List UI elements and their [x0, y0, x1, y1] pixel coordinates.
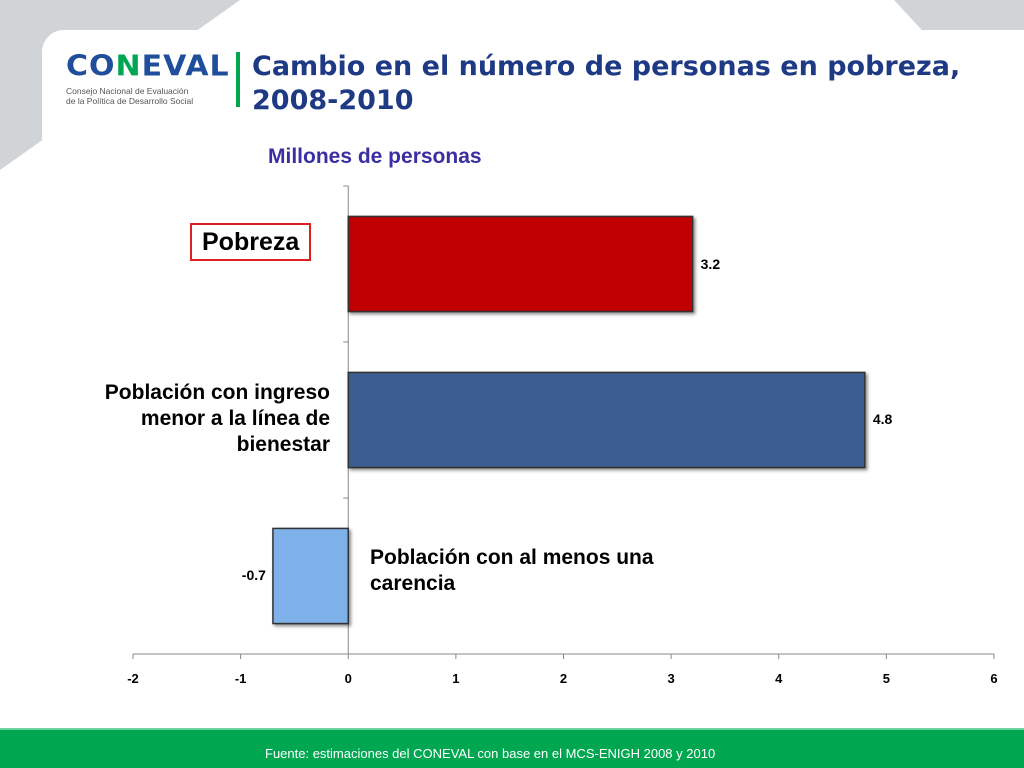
- chart-title: Millones de personas: [268, 145, 482, 168]
- logo-wordmark: CONEVAL: [66, 49, 230, 84]
- logo-subtitle: Consejo Nacional de Evaluación de la Polí…: [66, 86, 194, 106]
- x-tick-label: 5: [883, 671, 890, 686]
- category-label-pobreza: Pobreza: [190, 223, 312, 261]
- category-label-carencia: Población con al menos una carencia: [370, 546, 654, 595]
- x-tick-label: 0: [345, 671, 352, 686]
- footer-bar: Fuente: estimaciones del CONEVAL con bas…: [0, 728, 1024, 768]
- slide-title: Cambio en el número de personas en pobre…: [252, 51, 961, 116]
- x-tick-label: 1: [452, 671, 459, 686]
- bar: [347, 215, 694, 313]
- x-tick-label: 4: [775, 671, 783, 686]
- bar-chart: -2 -1 0 1 2 3 4 5 6 3.2 4.8 -0.7: [127, 185, 998, 686]
- category-label-ingreso: Población con ingreso menor a la línea d…: [104, 381, 330, 456]
- bar: [272, 527, 350, 625]
- x-tick-label: 2: [560, 671, 567, 686]
- data-label: -0.7: [242, 567, 266, 583]
- x-tick-label: -2: [127, 671, 139, 686]
- x-tick-label: -1: [235, 671, 247, 686]
- x-tick-label: 6: [990, 671, 997, 686]
- source-note: Fuente: estimaciones del CONEVAL con bas…: [265, 746, 716, 761]
- x-tick-label: 3: [668, 671, 675, 686]
- title-divider: [236, 52, 240, 107]
- data-label: 4.8: [873, 411, 893, 427]
- coneval-logo: CONEVAL Consejo Nacional de Evaluación de…: [66, 52, 230, 106]
- bar: [347, 371, 866, 469]
- data-label: 3.2: [701, 256, 721, 272]
